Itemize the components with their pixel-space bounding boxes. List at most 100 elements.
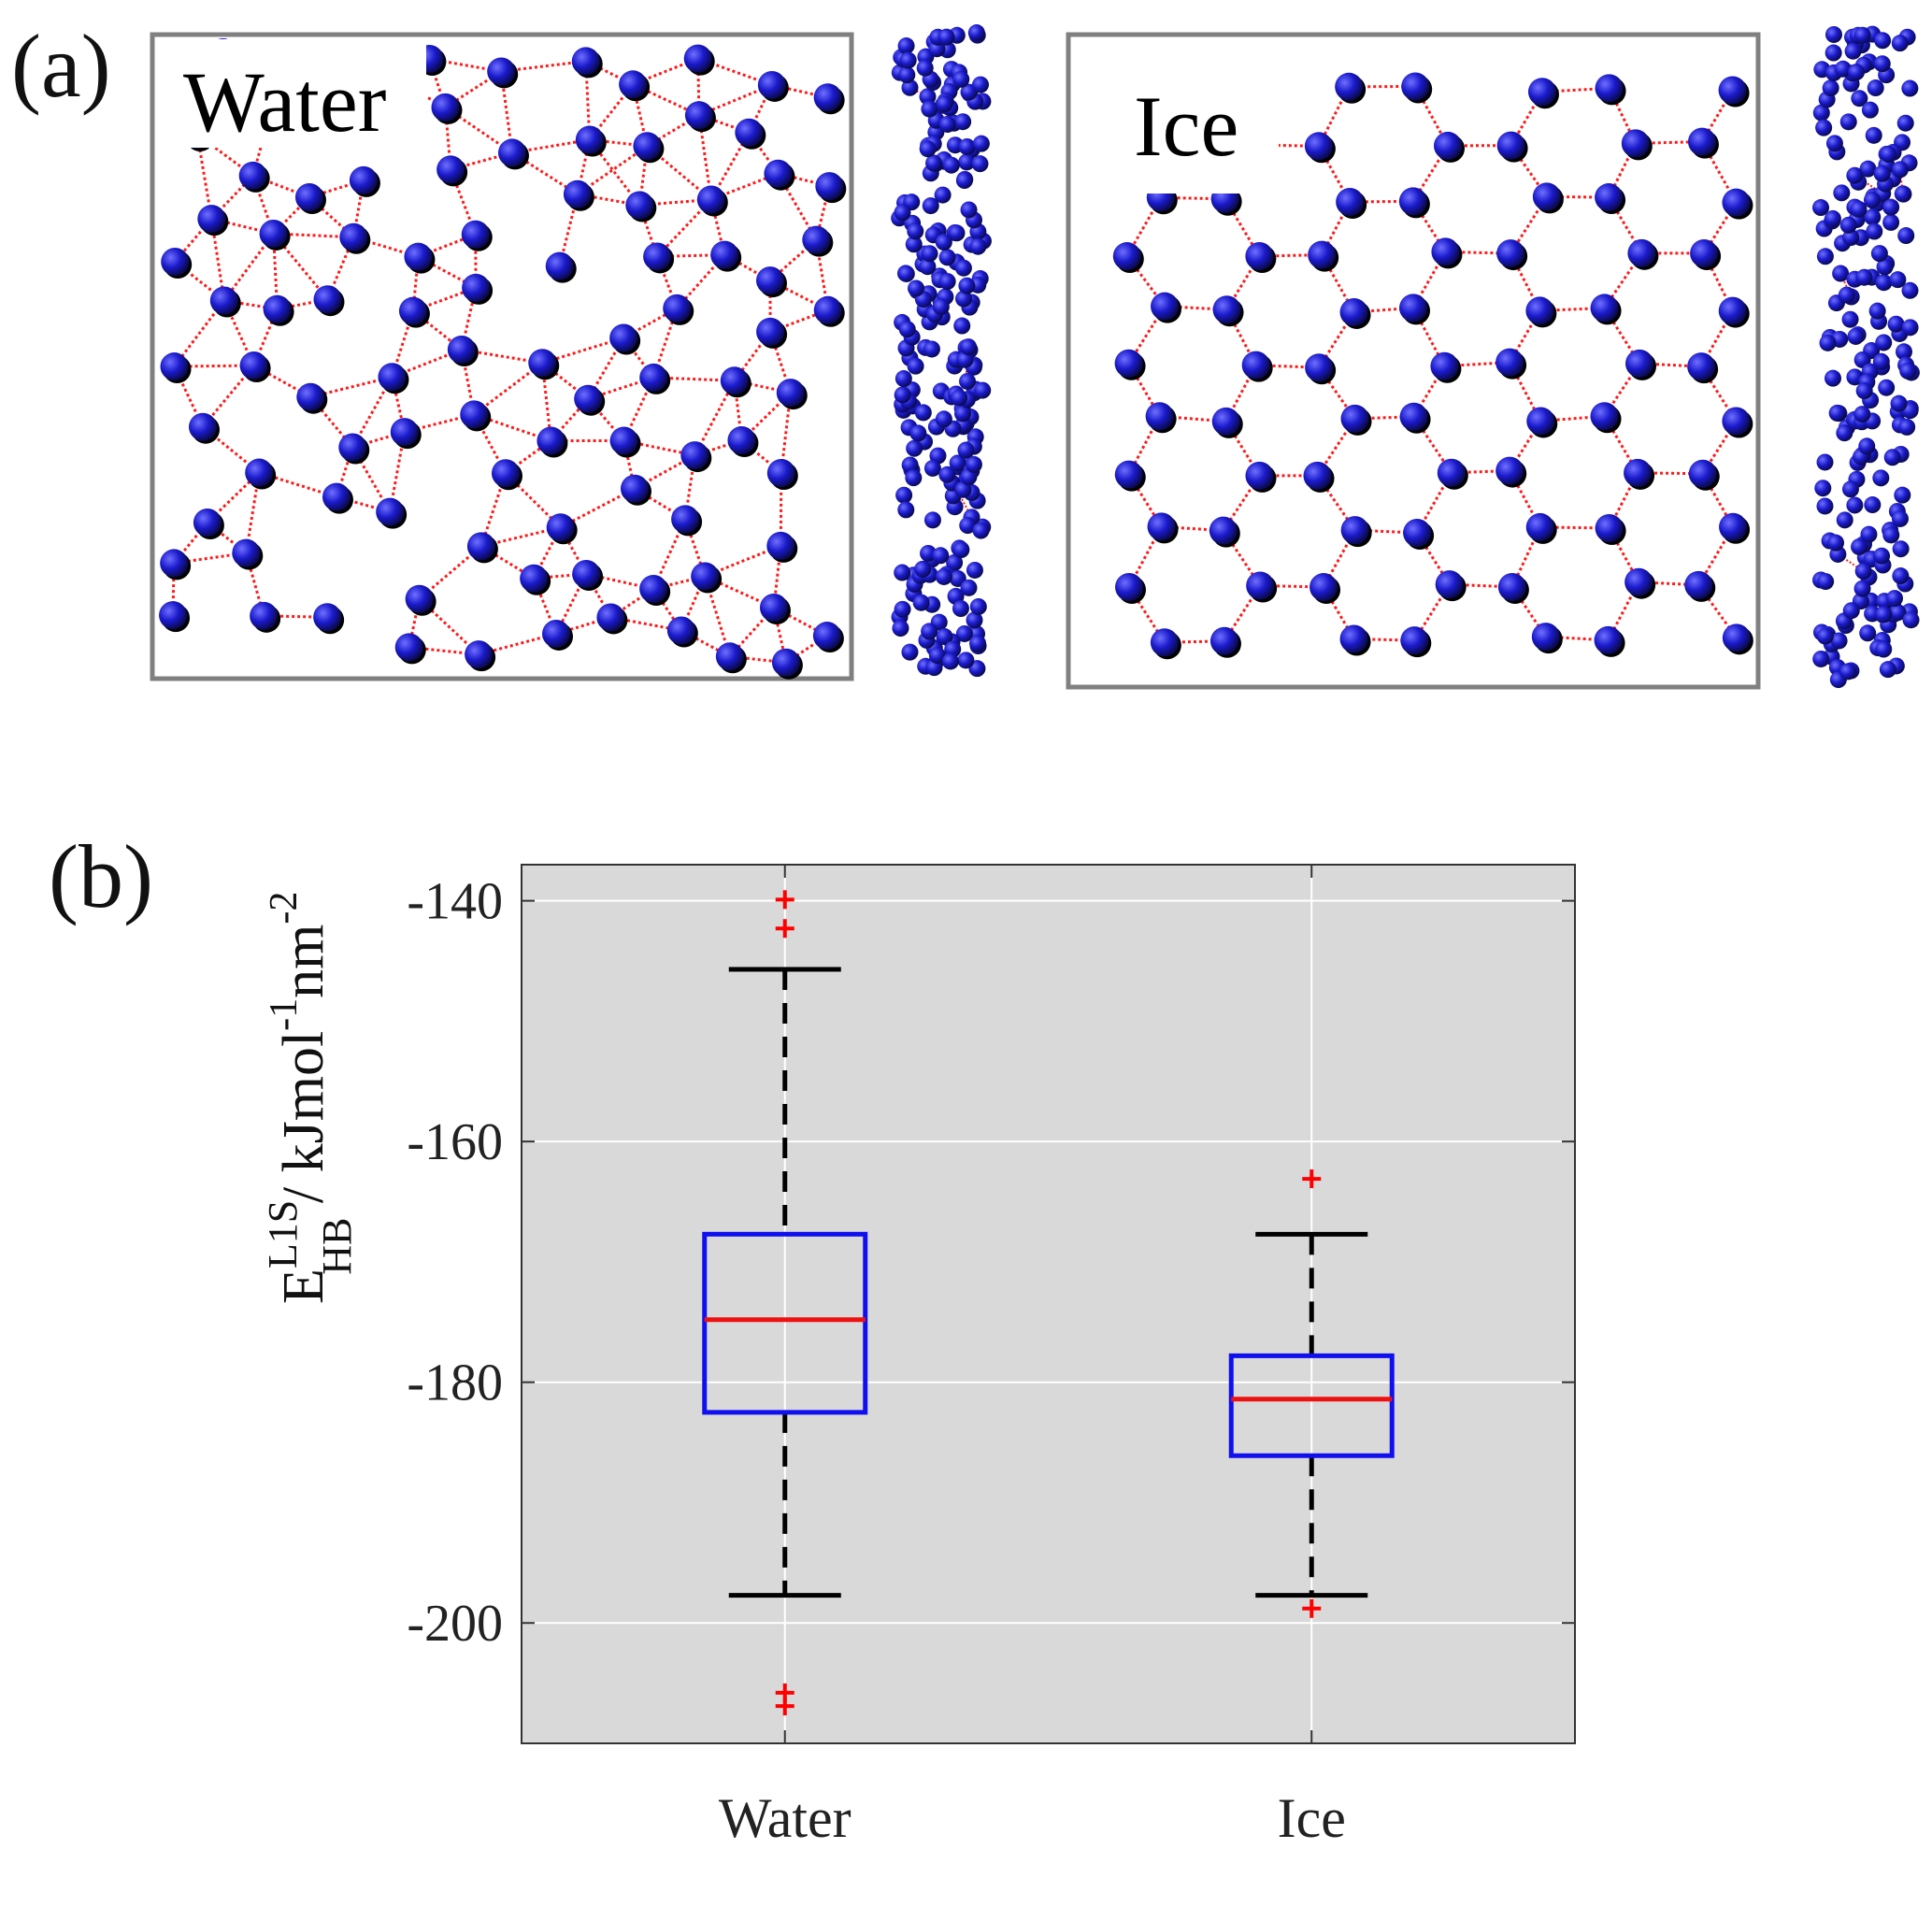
- molecule: [1718, 76, 1747, 105]
- ice-snapshot: Ice: [1066, 32, 1761, 690]
- molecule: [906, 439, 923, 457]
- hbond: [1510, 586, 1548, 638]
- molecule: [188, 412, 217, 441]
- molecule: [921, 623, 938, 640]
- molecule: [1882, 526, 1900, 544]
- outlier-marker: [775, 919, 794, 939]
- x-category-labels: Water Ice: [719, 1787, 1346, 1849]
- molecule: [895, 486, 913, 504]
- molecule: [1842, 602, 1860, 620]
- molecule: [1846, 496, 1864, 514]
- molecule: [1897, 227, 1915, 245]
- molecule: [1870, 245, 1888, 263]
- ylabel-units-mid: nm: [272, 924, 336, 998]
- hbond: [1508, 420, 1542, 472]
- molecule: [1718, 296, 1747, 325]
- molecule: [1114, 460, 1143, 489]
- molecule: [1209, 626, 1238, 655]
- hbond: [1700, 89, 1734, 143]
- molecule: [757, 70, 786, 99]
- molecule: [1497, 573, 1526, 602]
- molecule: [466, 532, 495, 561]
- molecule: [894, 564, 911, 581]
- molecule: [436, 155, 465, 184]
- box-series: [702, 890, 1395, 1716]
- hbond: [683, 518, 707, 577]
- molecule: [563, 179, 592, 208]
- molecule: [1403, 519, 1432, 548]
- molecule: [1855, 268, 1873, 286]
- molecule: [1836, 511, 1853, 529]
- molecule: [1211, 407, 1240, 436]
- molecule: [759, 593, 788, 622]
- molecule: [710, 240, 739, 269]
- molecule: [957, 652, 975, 669]
- molecule: [666, 616, 695, 645]
- molecule: [916, 59, 934, 77]
- box-iqr: [702, 1231, 868, 1415]
- molecule: [1892, 540, 1910, 558]
- molecule: [766, 458, 795, 487]
- molecule: [1303, 461, 1332, 490]
- molecule: [720, 366, 749, 395]
- molecule: [894, 204, 911, 222]
- panel-b-label: (b): [49, 826, 153, 926]
- molecule: [1859, 624, 1877, 642]
- y-tick-label: -180: [407, 1354, 503, 1412]
- molecule: [914, 560, 932, 578]
- molecule: [1901, 281, 1919, 299]
- molecule: [1309, 573, 1338, 602]
- molecule: [1815, 119, 1833, 136]
- molecule: [905, 469, 923, 487]
- molecule: [1891, 35, 1909, 52]
- molecule: [1865, 126, 1882, 144]
- molecule: [1627, 238, 1656, 267]
- molecule: [894, 386, 911, 404]
- molecule: [313, 285, 342, 314]
- molecule: [1858, 437, 1876, 455]
- molecule: [491, 459, 520, 488]
- hbond: [1353, 306, 1414, 314]
- molecule: [955, 290, 973, 308]
- molecule: [937, 28, 955, 46]
- molecule: [691, 562, 720, 591]
- molecule: [1875, 274, 1893, 292]
- molecule: [1817, 573, 1835, 591]
- molecule: [1687, 352, 1716, 381]
- molecule: [901, 79, 919, 96]
- water-snapshot-title: Water: [183, 54, 386, 150]
- molecule: [958, 153, 976, 171]
- molecule: [1336, 188, 1365, 217]
- molecule: [1895, 343, 1912, 361]
- molecule: [1245, 242, 1274, 271]
- ylabel-subscript: HB: [314, 1218, 360, 1275]
- molecule: [575, 125, 604, 154]
- molecule: [1876, 258, 1894, 276]
- molecule: [1590, 402, 1619, 431]
- molecule: [1861, 101, 1879, 119]
- molecule: [897, 265, 915, 282]
- molecule: [1882, 213, 1900, 231]
- molecule: [936, 628, 953, 646]
- molecule: [912, 594, 930, 611]
- molecule: [465, 640, 494, 669]
- outlier-marker: [775, 890, 794, 910]
- molecule: [1883, 449, 1901, 466]
- molecule: [447, 336, 476, 365]
- molecule: [1401, 72, 1430, 101]
- molecule: [1867, 79, 1884, 97]
- outlier-marker: [1302, 1169, 1322, 1189]
- molecule: [932, 547, 950, 565]
- molecule: [633, 132, 662, 161]
- molecule: [1847, 64, 1865, 81]
- molecule: [250, 601, 279, 630]
- molecule: [574, 384, 603, 413]
- molecule: [1836, 424, 1853, 442]
- molecule: [959, 517, 977, 535]
- molecule: [1245, 461, 1274, 490]
- molecule: [1833, 184, 1851, 202]
- molecule: [1525, 512, 1554, 541]
- molecule: [1830, 632, 1848, 650]
- box-water: [702, 890, 868, 1716]
- molecule: [1496, 239, 1525, 268]
